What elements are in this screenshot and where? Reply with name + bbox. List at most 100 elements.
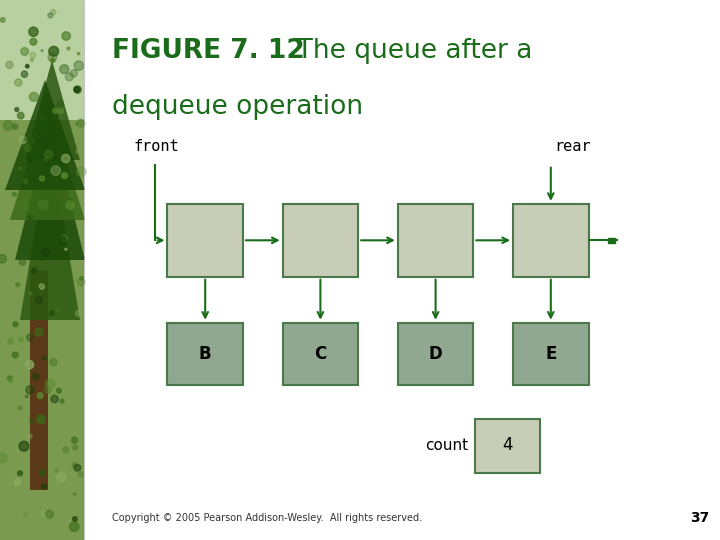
Circle shape bbox=[71, 70, 78, 77]
Circle shape bbox=[17, 471, 22, 476]
Text: C: C bbox=[314, 345, 327, 363]
Bar bbox=[513, 204, 589, 276]
Circle shape bbox=[43, 157, 48, 161]
Circle shape bbox=[21, 48, 29, 56]
Circle shape bbox=[26, 386, 34, 394]
Circle shape bbox=[0, 254, 6, 263]
Circle shape bbox=[65, 248, 67, 251]
Circle shape bbox=[42, 511, 48, 517]
Circle shape bbox=[8, 338, 14, 344]
Circle shape bbox=[23, 206, 29, 211]
Circle shape bbox=[50, 10, 55, 15]
Circle shape bbox=[12, 192, 17, 196]
Circle shape bbox=[42, 356, 46, 360]
Circle shape bbox=[60, 65, 69, 73]
Circle shape bbox=[55, 469, 58, 472]
Circle shape bbox=[80, 276, 84, 280]
Circle shape bbox=[60, 399, 64, 403]
Circle shape bbox=[37, 393, 43, 399]
Circle shape bbox=[45, 150, 53, 159]
Circle shape bbox=[3, 120, 13, 131]
Circle shape bbox=[19, 338, 23, 341]
Circle shape bbox=[14, 166, 19, 173]
Circle shape bbox=[14, 79, 22, 86]
Text: 4: 4 bbox=[503, 436, 513, 455]
Circle shape bbox=[73, 517, 77, 521]
Bar bbox=[282, 323, 358, 384]
Circle shape bbox=[42, 484, 46, 489]
Circle shape bbox=[58, 108, 63, 113]
Circle shape bbox=[59, 237, 66, 244]
Circle shape bbox=[20, 167, 22, 170]
Circle shape bbox=[28, 160, 31, 163]
Circle shape bbox=[71, 437, 78, 443]
Circle shape bbox=[62, 173, 68, 179]
Circle shape bbox=[34, 287, 40, 293]
Circle shape bbox=[29, 139, 34, 144]
Circle shape bbox=[25, 64, 29, 68]
Circle shape bbox=[77, 278, 85, 286]
Circle shape bbox=[48, 53, 57, 62]
Bar bbox=[397, 204, 474, 276]
Circle shape bbox=[18, 406, 22, 410]
Circle shape bbox=[6, 61, 13, 69]
Circle shape bbox=[66, 73, 73, 81]
Circle shape bbox=[57, 472, 66, 482]
Circle shape bbox=[25, 137, 29, 141]
Circle shape bbox=[38, 200, 48, 210]
Bar bbox=[0, 120, 84, 540]
Circle shape bbox=[61, 314, 63, 316]
Circle shape bbox=[32, 373, 39, 380]
Bar bbox=[282, 204, 358, 276]
Text: 37: 37 bbox=[690, 511, 709, 525]
Circle shape bbox=[62, 154, 70, 163]
Circle shape bbox=[76, 123, 78, 125]
Circle shape bbox=[9, 379, 13, 383]
Circle shape bbox=[67, 47, 70, 50]
Circle shape bbox=[49, 46, 58, 56]
Text: E: E bbox=[545, 345, 557, 363]
Text: Copyright © 2005 Pearson Addison-Wesley.  All rights reserved.: Copyright © 2005 Pearson Addison-Wesley.… bbox=[112, 514, 422, 523]
Circle shape bbox=[60, 235, 68, 242]
Bar bbox=[30, 270, 48, 490]
Circle shape bbox=[74, 61, 84, 70]
Circle shape bbox=[35, 328, 43, 336]
Text: dequeue operation: dequeue operation bbox=[112, 94, 363, 120]
Circle shape bbox=[27, 334, 34, 341]
Text: rear: rear bbox=[554, 139, 591, 154]
Circle shape bbox=[57, 388, 61, 393]
Circle shape bbox=[30, 52, 36, 58]
Text: The queue after a: The queue after a bbox=[279, 38, 532, 64]
Circle shape bbox=[74, 464, 81, 471]
Bar bbox=[167, 204, 243, 276]
Bar bbox=[397, 323, 474, 384]
Circle shape bbox=[17, 112, 24, 119]
Circle shape bbox=[74, 86, 81, 93]
Circle shape bbox=[73, 493, 76, 495]
Circle shape bbox=[74, 86, 80, 92]
Circle shape bbox=[73, 445, 78, 450]
Circle shape bbox=[77, 119, 85, 127]
Text: FIGURE 7. 12: FIGURE 7. 12 bbox=[112, 38, 305, 64]
Circle shape bbox=[22, 71, 27, 77]
Bar bbox=[475, 418, 540, 472]
Circle shape bbox=[48, 13, 53, 18]
Circle shape bbox=[70, 200, 72, 202]
Circle shape bbox=[50, 310, 54, 315]
Circle shape bbox=[24, 512, 28, 516]
Circle shape bbox=[32, 268, 37, 273]
Polygon shape bbox=[5, 80, 85, 190]
Bar bbox=[0, 0, 84, 140]
Text: D: D bbox=[428, 345, 443, 363]
Circle shape bbox=[66, 201, 75, 209]
Circle shape bbox=[62, 32, 71, 40]
Circle shape bbox=[0, 453, 7, 463]
Circle shape bbox=[51, 395, 58, 403]
Text: count: count bbox=[425, 438, 468, 453]
Circle shape bbox=[23, 179, 28, 184]
Circle shape bbox=[35, 296, 42, 303]
Circle shape bbox=[78, 472, 84, 477]
Circle shape bbox=[25, 361, 34, 369]
Circle shape bbox=[50, 58, 55, 63]
Circle shape bbox=[76, 167, 86, 177]
